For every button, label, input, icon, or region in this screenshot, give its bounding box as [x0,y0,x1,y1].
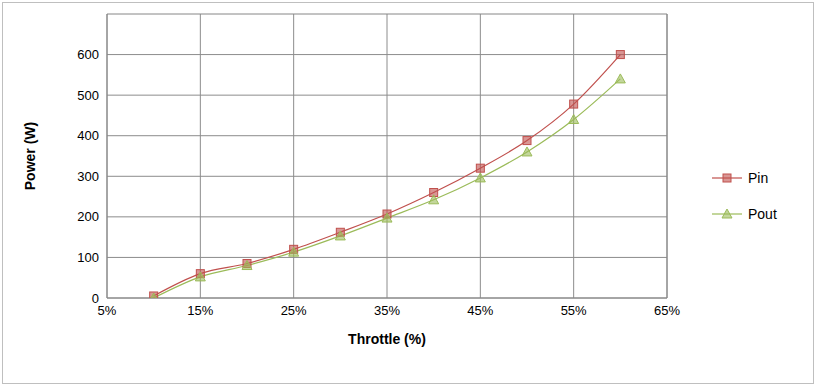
svg-text:600: 600 [77,47,99,62]
svg-text:15%: 15% [187,303,213,318]
svg-text:65%: 65% [654,303,680,318]
svg-text:500: 500 [77,88,99,103]
svg-text:Throttle (%): Throttle (%) [348,331,426,347]
html-text:Pin: Pin [748,170,769,186]
svg-text:35%: 35% [374,303,400,318]
svg-text:Power (W): Power (W) [22,122,38,190]
svg-text:200: 200 [77,209,99,224]
html-text:Pout: Pout [748,206,777,222]
svg-text:0: 0 [92,291,99,306]
svg-text:300: 300 [77,169,99,184]
svg-text:45%: 45% [467,303,493,318]
svg-text:55%: 55% [561,303,587,318]
svg-text:400: 400 [77,128,99,143]
svg-text:100: 100 [77,250,99,265]
svg-text:25%: 25% [281,303,307,318]
svg-text:5%: 5% [98,303,117,318]
